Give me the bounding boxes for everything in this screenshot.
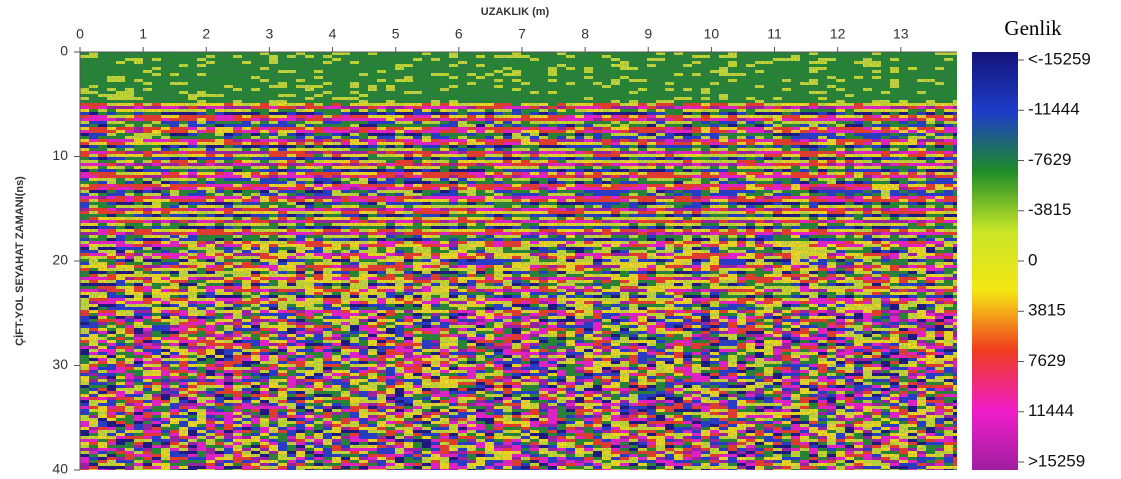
chart: UZAKLIK (m) ÇİFT-YOL SEYAHAT ZAMANI(ns) …	[0, 0, 1121, 479]
